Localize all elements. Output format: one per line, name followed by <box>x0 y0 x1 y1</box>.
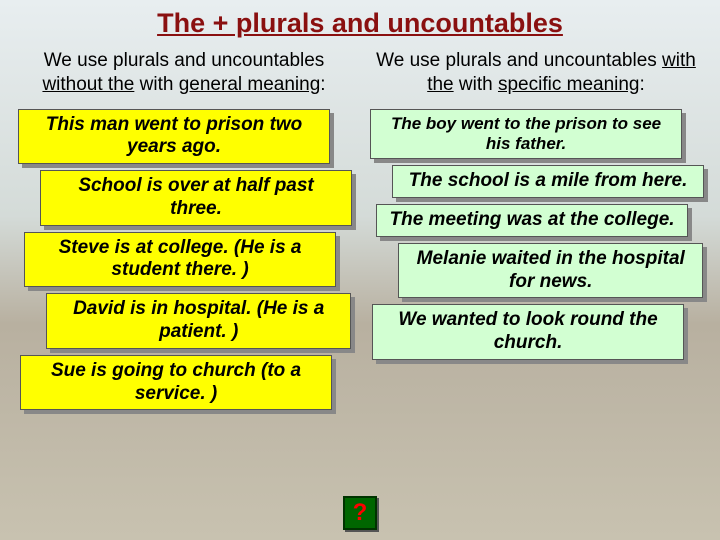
left-example-4: David is in hospital. (He is a patient. … <box>46 293 351 349</box>
right-example-1: The boy went to the prison to see his fa… <box>370 109 682 160</box>
right-column: We use plurals and uncountables with the… <box>370 49 702 416</box>
left-intro-colon: : <box>320 74 325 95</box>
right-intro: We use plurals and uncountables with the… <box>370 49 702 97</box>
left-example-1: This man went to prison two years ago. <box>18 109 330 165</box>
right-example-2: The school is a mile from here. <box>392 165 704 198</box>
left-column: We use plurals and uncountables without … <box>18 49 350 416</box>
right-intro-pre: We use plurals and uncountables <box>376 50 662 71</box>
columns: We use plurals and uncountables without … <box>18 49 702 416</box>
right-example-3: The meeting was at the college. <box>376 204 688 237</box>
left-intro-last: general meaning <box>179 74 321 95</box>
right-example-5: We wanted to look round the church. <box>372 304 684 360</box>
left-intro-pre: We use plurals and uncountables <box>44 50 325 71</box>
left-example-2: School is over at half past three. <box>40 170 352 226</box>
page-title: The + plurals and uncountables <box>18 8 702 39</box>
right-example-4: Melanie waited in the hospital for news. <box>398 243 703 299</box>
left-example-5: Sue is going to church (to a service. ) <box>20 355 332 411</box>
question-button[interactable]: ? <box>343 496 377 530</box>
left-examples: This man went to prison two years ago. S… <box>18 109 350 411</box>
right-examples: The boy went to the prison to see his fa… <box>370 109 702 361</box>
slide-page: The + plurals and uncountables We use pl… <box>0 0 720 540</box>
right-intro-post: with <box>454 74 498 95</box>
left-intro-post: with <box>134 74 178 95</box>
right-intro-last: specific meaning <box>498 74 640 95</box>
right-intro-colon: : <box>640 74 645 95</box>
left-intro-mid: without the <box>42 74 134 95</box>
left-intro: We use plurals and uncountables without … <box>18 49 350 97</box>
left-example-3: Steve is at college. (He is a student th… <box>24 232 336 288</box>
